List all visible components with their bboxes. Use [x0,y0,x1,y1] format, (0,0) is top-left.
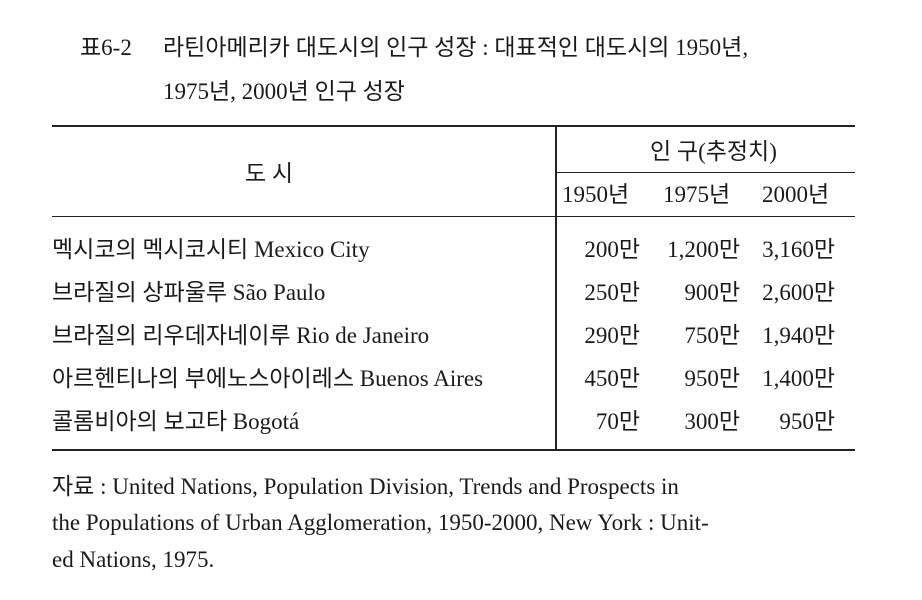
population-cell: 2,600만 [762,280,835,305]
population-cell: 70만 [595,409,640,434]
population-cell: 900만 [684,280,740,305]
rule [52,216,855,217]
title-line: 1975년, 2000년 인구 성장 [163,79,405,104]
city-cell: 아르헨티나의 부에노스아이레스 Buenos Aires [52,366,484,391]
table-label: 표6-2 [80,35,132,60]
population-cell: 950만 [779,409,835,434]
population-cell: 1,940만 [762,323,835,348]
population-cell: 450만 [584,366,640,391]
population-cell: 200만 [584,237,640,262]
year-header: 1950년 [562,182,630,207]
city-cell: 멕시코의 멕시코시티 Mexico City [52,237,370,262]
population-header: 인 구(추정치) [650,139,777,164]
population-cell: 1,200만 [667,237,740,262]
source-line: 자료 : United Nations, Population Division… [52,474,679,499]
title-line: 라틴아메리카 대도시의 인구 성장 : 대표적인 대도시의 1950년, [163,35,749,60]
population-cell: 750만 [684,323,740,348]
rule [52,449,855,451]
city-cell: 브라질의 상파울루 São Paulo [52,280,326,305]
year-header: 1975년 [663,182,731,207]
population-cell: 250만 [584,280,640,305]
source-line: the Populations of Urban Agglomeration, … [52,510,709,535]
population-cell: 300만 [684,409,740,434]
population-cell: 3,160만 [762,237,835,262]
source-line: ed Nations, 1975. [52,547,215,572]
city-header: 도 시 [245,161,294,186]
population-cell: 1,400만 [762,366,835,391]
city-cell: 콜롬비아의 보고타 Bogotá [52,409,300,434]
population-cell: 290만 [584,323,640,348]
rule [556,172,855,173]
city-cell: 브라질의 리우데자네이루 Rio de Janeiro [52,323,430,348]
rule [555,126,557,450]
population-cell: 950만 [684,366,740,391]
rule [52,125,855,127]
year-header: 2000년 [762,182,830,207]
